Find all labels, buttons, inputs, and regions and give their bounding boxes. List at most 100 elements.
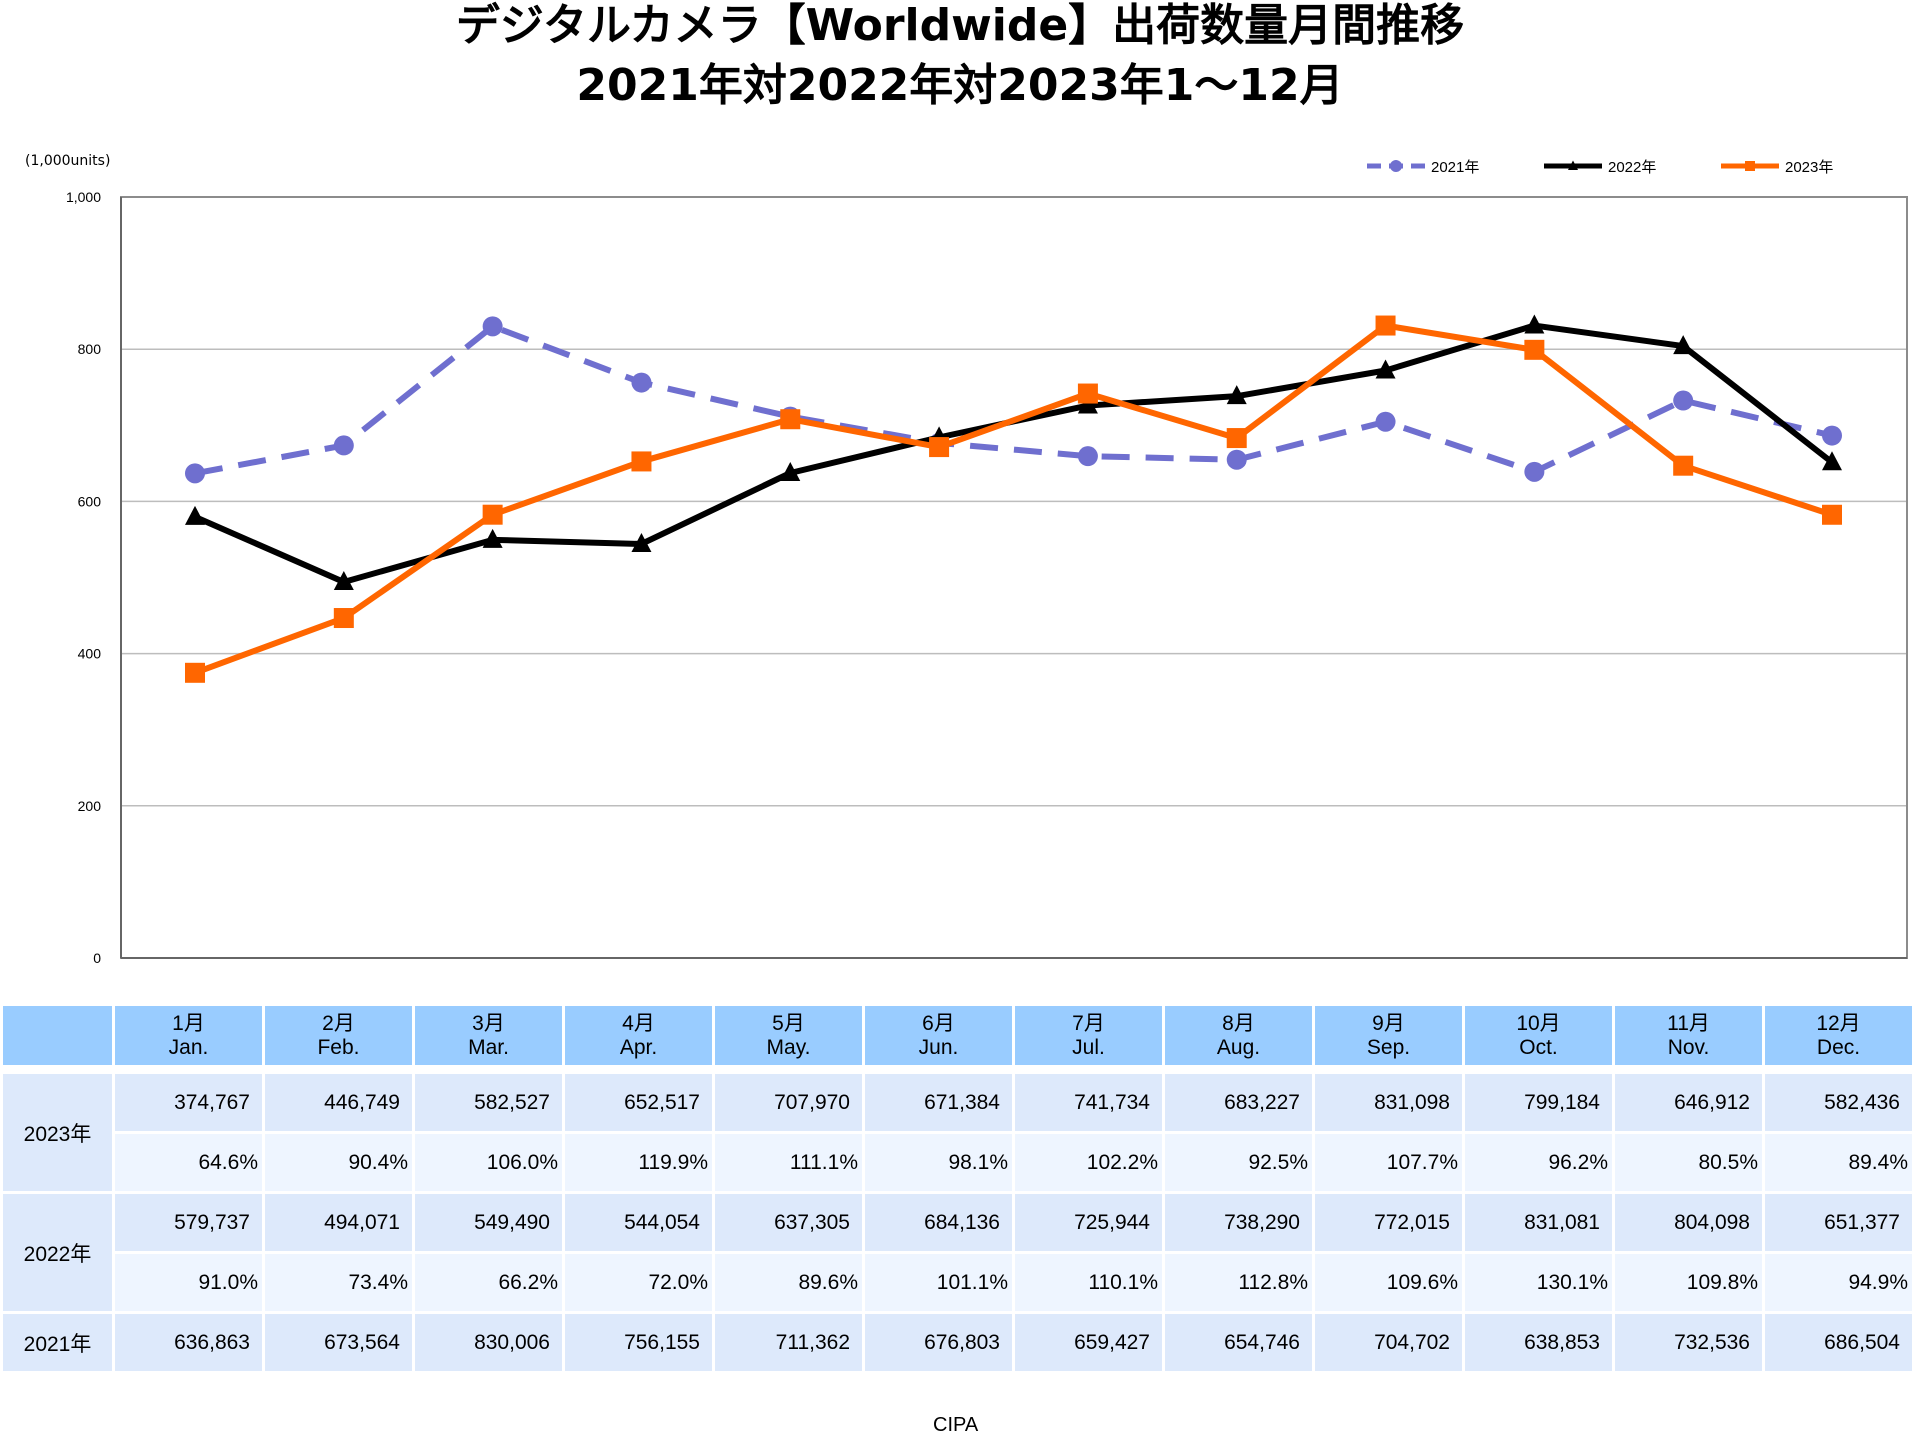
ratio-cell: 130.1%	[1462, 1251, 1615, 1314]
value-cell: 707,970	[712, 1071, 865, 1134]
ratio-cell: 109.6%	[1312, 1251, 1465, 1314]
data-point-2022年	[1822, 451, 1842, 471]
value-cell: 804,098	[1612, 1191, 1765, 1254]
data-point-2021年	[1375, 411, 1396, 432]
month-header-cell: 7月 Jul.	[1012, 1003, 1165, 1068]
table-row: 2021年 636,863 673,564 830,006 756,155 711,362…	[0, 1311, 1915, 1374]
ratio-cell: 107.7%	[1312, 1131, 1465, 1194]
value-cell: 725,944	[1012, 1191, 1165, 1254]
month-jp: 3月	[472, 1011, 505, 1035]
month-header-cell: 3月 Mar.	[412, 1003, 565, 1068]
value-cell: 651,377	[1762, 1191, 1915, 1254]
y-tick-label: 200	[78, 798, 102, 814]
chart-title: デジタルカメラ【Worldwide】出荷数量月間推移	[455, 0, 1465, 51]
ratio-cell: 66.2%	[412, 1251, 565, 1314]
month-en: Oct.	[1519, 1035, 1558, 1059]
ratio-cell: 92.5%	[1162, 1131, 1315, 1194]
month-jp: 4月	[622, 1011, 655, 1035]
data-point-2022年	[780, 462, 801, 482]
month-en: Sep.	[1366, 1035, 1411, 1059]
month-en: Apr.	[619, 1035, 658, 1059]
year-cell: 2023年	[0, 1071, 115, 1194]
spacer	[1, 1066, 1914, 1073]
data-point-2022年	[1077, 394, 1098, 414]
data-point-2023年	[1077, 383, 1098, 404]
data-point-2021年	[1822, 425, 1842, 446]
ratio-cell: 64.6%	[112, 1131, 265, 1194]
ratio-cell: 80.5%	[1612, 1131, 1765, 1194]
data-point-2022年	[631, 532, 652, 552]
month-header-cell: 9月 Sep.	[1312, 1003, 1465, 1068]
month-en: Nov.	[1667, 1035, 1710, 1059]
ratio-cell: 101.1%	[862, 1251, 1015, 1314]
series-line-2021年	[194, 323, 1833, 477]
month-jp: 6月	[922, 1011, 955, 1035]
value-cell: 772,015	[1312, 1191, 1465, 1254]
ratio-cell: 98.1%	[862, 1131, 1015, 1194]
ratio-cell: 112.8%	[1162, 1251, 1315, 1314]
value-cell: 676,803	[862, 1311, 1015, 1374]
ratio-cell: 102.2%	[1012, 1131, 1165, 1194]
month-jp: 5月	[772, 1011, 805, 1035]
month-header-cell: 8月 Aug.	[1162, 1003, 1315, 1068]
ratio-cell: 109.8%	[1612, 1251, 1765, 1314]
data-point-2023年	[333, 608, 354, 629]
legend-marker-2022年	[1568, 160, 1578, 170]
month-jp: 1月	[172, 1011, 205, 1035]
table-ratio-row: 64.6% 90.4% 106.0% 119.9% 111.1% 98.1% 102.2% 9…	[2, 1131, 1915, 1194]
legend-label: 2022年	[1608, 159, 1656, 176]
ratio-cell: 72.0%	[562, 1251, 715, 1314]
y-axis-unit-label: (1,000units)	[25, 153, 111, 169]
plot-area-frame	[120, 196, 1908, 959]
ratio-cell: 94.9%	[1762, 1251, 1915, 1314]
y-tick-label: 600	[78, 493, 102, 509]
month-jp: 7月	[1072, 1011, 1105, 1035]
data-point-2023年	[185, 662, 205, 683]
series-line-2023年	[193, 322, 1833, 676]
month-header-cell: 4月 Apr.	[562, 1003, 715, 1068]
data-point-2022年	[333, 571, 354, 591]
value-cell: 683,227	[1162, 1071, 1315, 1134]
ratio-cell: 91.0%	[112, 1251, 265, 1314]
value-cell: 686,504	[1762, 1311, 1915, 1374]
ratio-cell: 96.2%	[1462, 1131, 1615, 1194]
data-point-2021年	[1524, 461, 1545, 482]
data-point-2021年	[1077, 446, 1098, 467]
y-tick-label: 1,000	[66, 189, 101, 205]
value-cell: 756,155	[562, 1311, 715, 1374]
value-cell: 374,767	[112, 1071, 265, 1134]
month-header-cell: 10月 Oct.	[1462, 1003, 1615, 1068]
month-en: Feb.	[317, 1035, 360, 1059]
value-cell: 544,054	[562, 1191, 715, 1254]
month-jp: 9月	[1372, 1011, 1405, 1035]
data-point-2023年	[1226, 428, 1247, 449]
data-point-2022年	[482, 528, 503, 548]
value-cell: 673,564	[262, 1311, 415, 1374]
data-point-2022年	[1226, 385, 1247, 405]
data-point-2023年	[1673, 455, 1694, 476]
data-point-2021年	[631, 372, 652, 393]
month-en: Aug.	[1216, 1035, 1261, 1059]
data-point-2021年	[1226, 449, 1247, 470]
month-jp: 10月	[1516, 1011, 1561, 1035]
month-en: Dec.	[1816, 1035, 1861, 1059]
data-point-2021年	[1673, 390, 1694, 411]
value-cell: 830,006	[412, 1311, 565, 1374]
data-table: 1月 Jan. 2月 Feb. 3月 Mar. 4月 Apr. 5月 May. 6月 Jun. 7月 Ju…	[0, 1003, 1915, 1374]
value-cell: 582,527	[412, 1071, 565, 1134]
month-jp: 12月	[1816, 1011, 1861, 1035]
month-header-cell: 11月 Nov.	[1612, 1003, 1765, 1068]
month-en: Jul.	[1072, 1035, 1105, 1059]
y-tick-label: 0	[93, 950, 101, 966]
month-header-cell: 5月 May.	[712, 1003, 865, 1068]
month-en: Jun.	[918, 1035, 959, 1059]
value-cell: 732,536	[1612, 1311, 1765, 1374]
value-cell: 741,734	[1012, 1071, 1165, 1134]
ratio-cell: 90.4%	[262, 1131, 415, 1194]
data-point-2021年	[333, 435, 354, 456]
data-point-2023年	[631, 451, 652, 472]
value-cell: 579,737	[112, 1191, 265, 1254]
month-jp: 11月	[1667, 1011, 1710, 1035]
value-cell: 638,853	[1462, 1311, 1615, 1374]
month-jp: 8月	[1222, 1011, 1255, 1035]
